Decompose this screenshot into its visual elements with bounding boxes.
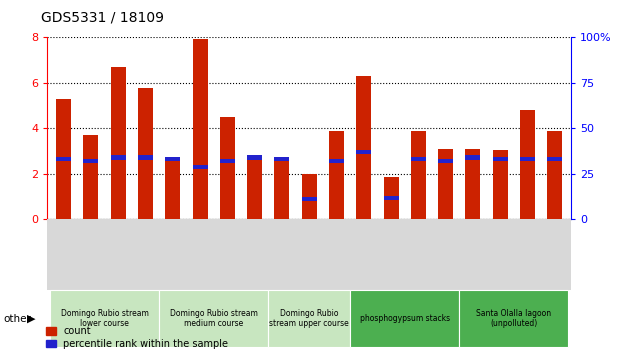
Text: Domingo Rubio stream
lower course: Domingo Rubio stream lower course: [61, 309, 148, 328]
Text: phosphogypsum stacks: phosphogypsum stacks: [360, 314, 450, 323]
Bar: [165, 157, 180, 161]
Bar: [493, 157, 507, 161]
Bar: [220, 117, 235, 219]
Bar: [411, 131, 426, 219]
Bar: [83, 159, 98, 163]
Bar: [56, 157, 71, 161]
Bar: [274, 157, 290, 161]
Bar: [138, 155, 153, 160]
Bar: [547, 131, 562, 219]
Bar: [384, 195, 399, 200]
Bar: [438, 149, 453, 219]
Legend: count, percentile rank within the sample: count, percentile rank within the sample: [46, 326, 228, 349]
Text: other: other: [3, 314, 31, 324]
Text: ▶: ▶: [27, 314, 35, 324]
Bar: [357, 76, 371, 219]
Bar: [411, 157, 426, 161]
Bar: [438, 159, 453, 163]
Bar: [274, 157, 290, 219]
Bar: [111, 155, 126, 160]
Bar: [465, 155, 480, 160]
Text: Domingo Rubio
stream upper course: Domingo Rubio stream upper course: [269, 309, 349, 328]
Bar: [138, 88, 153, 219]
Bar: [302, 198, 317, 201]
Bar: [247, 155, 262, 160]
Bar: [465, 149, 480, 219]
Bar: [83, 135, 98, 219]
Bar: [329, 159, 344, 163]
Text: GDS5331 / 18109: GDS5331 / 18109: [41, 11, 164, 25]
Text: Santa Olalla lagoon
(unpolluted): Santa Olalla lagoon (unpolluted): [476, 309, 551, 328]
Bar: [520, 157, 535, 161]
Bar: [329, 131, 344, 219]
Bar: [357, 150, 371, 154]
Bar: [493, 150, 507, 219]
Bar: [192, 165, 208, 169]
Bar: [220, 159, 235, 163]
Bar: [111, 67, 126, 219]
Bar: [247, 156, 262, 219]
Bar: [384, 177, 399, 219]
Text: Domingo Rubio stream
medium course: Domingo Rubio stream medium course: [170, 309, 257, 328]
Bar: [192, 39, 208, 219]
Bar: [56, 99, 71, 219]
Bar: [520, 110, 535, 219]
Bar: [547, 157, 562, 161]
Bar: [165, 157, 180, 219]
Bar: [302, 174, 317, 219]
